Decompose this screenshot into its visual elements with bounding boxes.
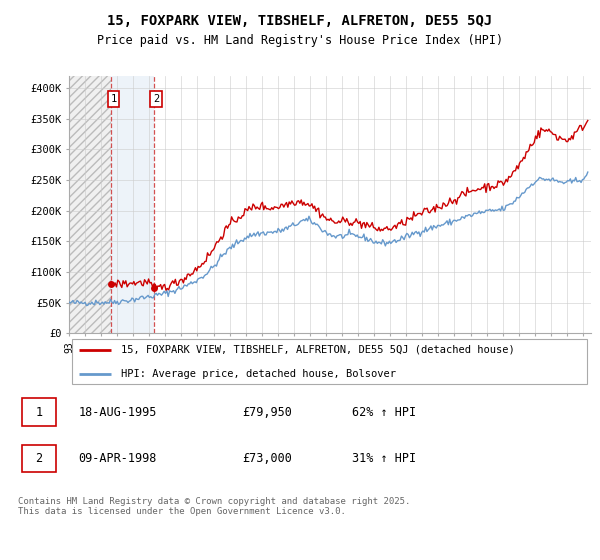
- Text: £73,000: £73,000: [242, 452, 292, 465]
- Text: £79,950: £79,950: [242, 406, 292, 419]
- Text: 15, FOXPARK VIEW, TIBSHELF, ALFRETON, DE55 5QJ: 15, FOXPARK VIEW, TIBSHELF, ALFRETON, DE…: [107, 14, 493, 28]
- Text: Price paid vs. HM Land Registry's House Price Index (HPI): Price paid vs. HM Land Registry's House …: [97, 34, 503, 46]
- Bar: [69, 76, 111, 333]
- Text: 1: 1: [35, 406, 43, 419]
- Text: HPI: Average price, detached house, Bolsover: HPI: Average price, detached house, Bols…: [121, 368, 396, 379]
- Text: 09-APR-1998: 09-APR-1998: [78, 452, 157, 465]
- Text: 15, FOXPARK VIEW, TIBSHELF, ALFRETON, DE55 5QJ (detached house): 15, FOXPARK VIEW, TIBSHELF, ALFRETON, DE…: [121, 345, 515, 355]
- FancyBboxPatch shape: [22, 445, 56, 473]
- Text: 62% ↑ HPI: 62% ↑ HPI: [352, 406, 416, 419]
- Bar: [111, 76, 154, 333]
- Bar: [69, 76, 111, 333]
- Text: 18-AUG-1995: 18-AUG-1995: [78, 406, 157, 419]
- FancyBboxPatch shape: [22, 399, 56, 426]
- Text: 2: 2: [35, 452, 43, 465]
- Text: 2: 2: [153, 94, 159, 104]
- Text: 31% ↑ HPI: 31% ↑ HPI: [352, 452, 416, 465]
- FancyBboxPatch shape: [71, 339, 587, 384]
- Text: Contains HM Land Registry data © Crown copyright and database right 2025.
This d: Contains HM Land Registry data © Crown c…: [18, 497, 410, 516]
- Text: 1: 1: [110, 94, 116, 104]
